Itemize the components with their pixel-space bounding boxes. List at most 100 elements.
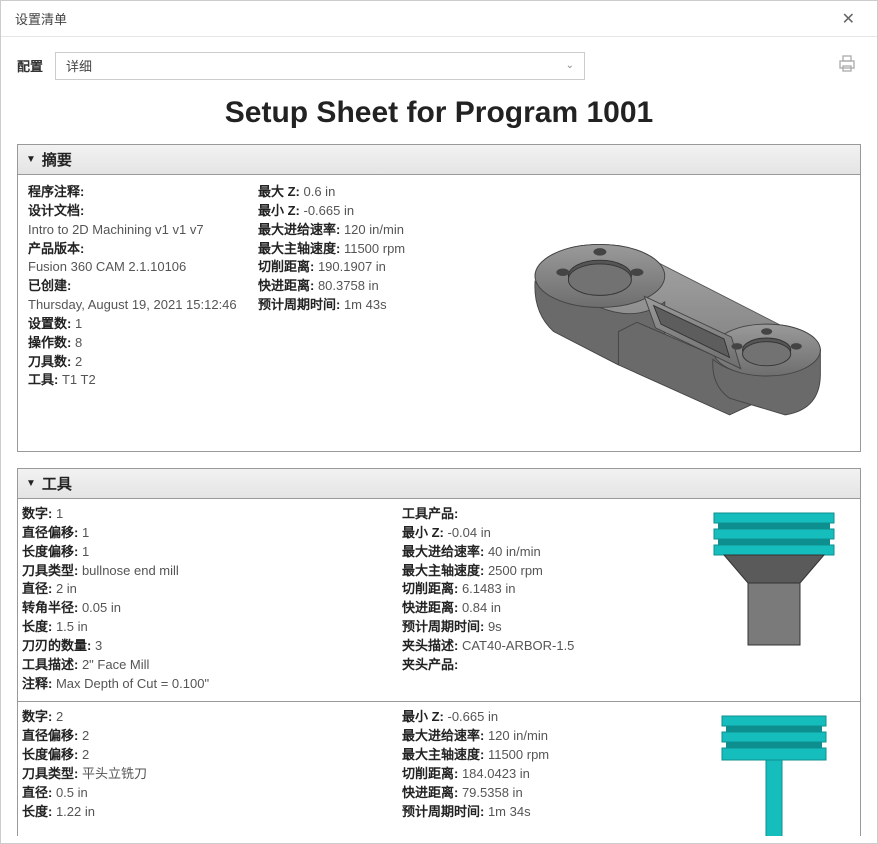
kv-key: 数字: bbox=[22, 506, 56, 521]
kv-value: 1.5 in bbox=[56, 619, 88, 634]
kv-value: bullnose end mill bbox=[82, 563, 179, 578]
key-value-row: 设置数: 1 bbox=[28, 315, 248, 334]
kv-key: 刀刃的数量: bbox=[22, 638, 95, 653]
kv-value: -0.04 in bbox=[448, 525, 491, 540]
kv-key: 最大主轴速度: bbox=[402, 747, 488, 762]
key-value-row: 长度: 1.22 in bbox=[22, 803, 392, 822]
kv-value: CAT40-ARBOR-1.5 bbox=[462, 638, 574, 653]
kv-key: 程序注释: bbox=[28, 184, 84, 199]
key-value-row: 程序注释: bbox=[28, 183, 248, 202]
kv-value: 1m 34s bbox=[488, 804, 531, 819]
key-value-row: 长度偏移: 1 bbox=[22, 543, 392, 562]
kv-key: 工具产品: bbox=[402, 506, 458, 521]
kv-value: 0.6 in bbox=[304, 184, 336, 199]
kv-key: 夹头产品: bbox=[402, 657, 458, 672]
key-value-row: 设计文档: bbox=[28, 202, 248, 221]
key-value-row: 最大主轴速度: 11500 rpm bbox=[258, 240, 488, 259]
print-icon[interactable] bbox=[833, 51, 861, 80]
key-value-row: 直径: 0.5 in bbox=[22, 784, 392, 803]
kv-value: 120 in/min bbox=[344, 222, 404, 237]
kv-key: 设计文档: bbox=[28, 203, 84, 218]
tool-entry: 数字: 1直径偏移: 1长度偏移: 1刀具类型: bullnose end mi… bbox=[18, 499, 860, 701]
kv-key: 设置数: bbox=[28, 316, 75, 331]
chevron-down-icon: ⌄ bbox=[566, 60, 574, 71]
kv-key: 刀具类型: bbox=[22, 563, 82, 578]
key-value-row: 转角半径: 0.05 in bbox=[22, 599, 392, 618]
kv-value: 11500 rpm bbox=[344, 241, 405, 256]
key-value-row: 切削距离: 184.0423 in bbox=[402, 765, 682, 784]
kv-key: 工具: bbox=[28, 372, 62, 387]
key-value-row: 长度偏移: 2 bbox=[22, 746, 392, 765]
kv-key: 直径: bbox=[22, 785, 56, 800]
key-value-row: 最小 Z: -0.665 in bbox=[402, 708, 682, 727]
tool-left-column: 数字: 2直径偏移: 2长度偏移: 2刀具类型: 平头立铣刀直径: 0.5 in… bbox=[22, 708, 392, 836]
kv-key: 产品版本: bbox=[28, 241, 84, 256]
kv-key: 长度偏移: bbox=[22, 544, 82, 559]
summary-render-column bbox=[498, 183, 850, 443]
key-value-row: Thursday, August 19, 2021 15:12:46 bbox=[28, 296, 248, 315]
kv-value: 2 bbox=[75, 354, 82, 369]
kv-key: 长度偏移: bbox=[22, 747, 82, 762]
kv-key: 预计周期时间: bbox=[258, 297, 344, 312]
disclosure-triangle-icon: ▼ bbox=[26, 154, 36, 165]
kv-value: T1 T2 bbox=[62, 372, 96, 387]
kv-value: 1 bbox=[75, 316, 82, 331]
key-value-row: 最大进给速率: 40 in/min bbox=[402, 543, 682, 562]
window-title: 设置清单 bbox=[15, 9, 67, 28]
kv-key: 切削距离: bbox=[258, 259, 318, 274]
key-value-row: 刀刃的数量: 3 bbox=[22, 637, 392, 656]
summary-left-column: 程序注释: 设计文档: Intro to 2D Machining v1 v1 … bbox=[28, 183, 248, 443]
kv-value: 11500 rpm bbox=[488, 747, 549, 762]
kv-key: 已创建: bbox=[28, 278, 71, 293]
kv-value: 9s bbox=[488, 619, 502, 634]
kv-value: 0.05 in bbox=[82, 600, 121, 615]
kv-key: 刀具数: bbox=[28, 354, 75, 369]
kv-key: 最大 Z: bbox=[258, 184, 304, 199]
tool-right-column: 工具产品: 最小 Z: -0.04 in最大进给速率: 40 in/min最大主… bbox=[402, 505, 682, 693]
content-area: Setup Sheet for Program 1001 ▼ 摘要 程序注释: … bbox=[1, 90, 877, 836]
titlebar: 设置清单 ✕ bbox=[1, 1, 877, 37]
kv-value: 2 bbox=[56, 709, 63, 724]
kv-value: 0.84 in bbox=[462, 600, 501, 615]
kv-value: 1 bbox=[56, 506, 63, 521]
key-value-row: 工具: T1 T2 bbox=[28, 371, 248, 390]
kv-key: 最小 Z: bbox=[402, 525, 448, 540]
kv-key: 最大进给速率: bbox=[402, 544, 488, 559]
kv-key: 工具描述: bbox=[22, 657, 82, 672]
kv-value: 1 bbox=[82, 525, 89, 540]
kv-key: 最小 Z: bbox=[402, 709, 448, 724]
kv-value: -0.665 in bbox=[304, 203, 355, 218]
kv-key: 切削距离: bbox=[402, 766, 462, 781]
key-value-row: 最大进给速率: 120 in/min bbox=[258, 221, 488, 240]
tools-header[interactable]: ▼ 工具 bbox=[18, 469, 860, 499]
key-value-row: 预计周期时间: 9s bbox=[402, 618, 682, 637]
kv-key: 转角半径: bbox=[22, 600, 82, 615]
kv-key: 直径偏移: bbox=[22, 525, 82, 540]
key-value-row: 快进距离: 79.5358 in bbox=[402, 784, 682, 803]
tool-render bbox=[692, 708, 856, 836]
key-value-row: 工具产品: bbox=[402, 505, 682, 524]
kv-key: 最大主轴速度: bbox=[258, 241, 344, 256]
kv-key: 直径偏移: bbox=[22, 728, 82, 743]
kv-value: 0.5 in bbox=[56, 785, 88, 800]
kv-value: Thursday, August 19, 2021 15:12:46 bbox=[28, 297, 237, 312]
kv-key: 长度: bbox=[22, 804, 56, 819]
kv-value: 3 bbox=[95, 638, 102, 653]
key-value-row: 产品版本: bbox=[28, 240, 248, 259]
kv-value: 190.1907 in bbox=[318, 259, 386, 274]
summary-header-label: 摘要 bbox=[42, 149, 72, 170]
kv-key: 数字: bbox=[22, 709, 56, 724]
key-value-row: 直径偏移: 1 bbox=[22, 524, 392, 543]
summary-header[interactable]: ▼ 摘要 bbox=[18, 145, 860, 175]
kv-key: 夹头描述: bbox=[402, 638, 462, 653]
kv-value: 1.22 in bbox=[56, 804, 95, 819]
config-dropdown[interactable]: 详细 ⌄ bbox=[55, 52, 585, 80]
key-value-row: 预计周期时间: 1m 34s bbox=[402, 803, 682, 822]
kv-value: 79.5358 in bbox=[462, 785, 523, 800]
close-icon[interactable]: ✕ bbox=[834, 5, 863, 33]
kv-value: Fusion 360 CAM 2.1.10106 bbox=[28, 259, 186, 274]
key-value-row: 最小 Z: -0.04 in bbox=[402, 524, 682, 543]
key-value-row: 快进距离: 0.84 in bbox=[402, 599, 682, 618]
tools-header-label: 工具 bbox=[42, 473, 72, 494]
kv-key: 快进距离: bbox=[402, 600, 462, 615]
